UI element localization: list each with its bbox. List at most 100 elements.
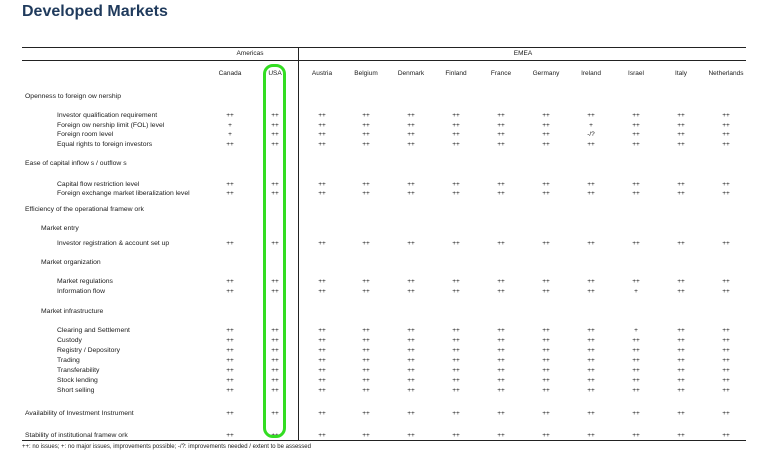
cell-netherlands: ++ xyxy=(722,240,730,247)
cell-denmark: ++ xyxy=(407,112,415,119)
cell-italy: ++ xyxy=(677,112,685,119)
section-label-efficiency-of-the-operational-framew-ork: Efficiency of the operational framew ork xyxy=(25,206,144,213)
cell-austria: ++ xyxy=(318,327,326,334)
column-header-usa: USA xyxy=(268,70,282,77)
cell-belgium: ++ xyxy=(362,141,370,148)
cell-usa: ++ xyxy=(271,357,279,364)
cell-netherlands: ++ xyxy=(722,377,730,384)
cell-netherlands: ++ xyxy=(722,122,730,129)
cell-finland: ++ xyxy=(452,141,460,148)
cell-canada: + xyxy=(228,131,232,138)
group-header-emea: EMEA xyxy=(513,50,533,57)
cell-canada: ++ xyxy=(226,141,234,148)
cell-ireland: ++ xyxy=(587,288,595,295)
cell-germany: ++ xyxy=(542,357,550,364)
cell-denmark: ++ xyxy=(407,122,415,129)
cell-austria: ++ xyxy=(318,112,326,119)
section-label-stability-of-institutional-framew-ork: Stability of institutional framew ork xyxy=(25,432,128,439)
cell-italy: ++ xyxy=(677,367,685,374)
cell-finland: ++ xyxy=(452,190,460,197)
cell-usa: ++ xyxy=(271,112,279,119)
cell-germany: ++ xyxy=(542,131,550,138)
cell-netherlands: ++ xyxy=(722,112,730,119)
cell-israel: ++ xyxy=(632,432,640,439)
cell-israel: ++ xyxy=(632,131,640,138)
cell-finland: ++ xyxy=(452,410,460,417)
cell-finland: ++ xyxy=(452,367,460,374)
cell-austria: ++ xyxy=(318,141,326,148)
cell-france: ++ xyxy=(497,387,505,394)
cell-belgium: ++ xyxy=(362,410,370,417)
column-header-denmark: Denmark xyxy=(397,70,425,77)
cell-usa: ++ xyxy=(271,122,279,129)
cell-finland: ++ xyxy=(452,131,460,138)
cell-belgium: ++ xyxy=(362,288,370,295)
cell-italy: ++ xyxy=(677,387,685,394)
cell-austria: ++ xyxy=(318,337,326,344)
cell-netherlands: ++ xyxy=(722,141,730,148)
cell-israel: ++ xyxy=(632,240,640,247)
cell-canada: ++ xyxy=(226,288,234,295)
row-label-custody: Custody xyxy=(57,337,82,344)
cell-ireland: ++ xyxy=(587,410,595,417)
cell-france: ++ xyxy=(497,377,505,384)
footnote: ++: no issues; +: no major issues, impro… xyxy=(22,444,311,450)
column-header-italy: Italy xyxy=(675,70,687,77)
cell-usa: ++ xyxy=(271,278,279,285)
cell-netherlands: ++ xyxy=(722,387,730,394)
column-header-canada: Canada xyxy=(218,70,242,77)
cell-italy: ++ xyxy=(677,190,685,197)
cell-israel: ++ xyxy=(632,122,640,129)
cell-finland: ++ xyxy=(452,377,460,384)
cell-belgium: ++ xyxy=(362,357,370,364)
cell-finland: ++ xyxy=(452,387,460,394)
section-label-openness-to-foreign-ow-nership: Openness to foreign ow nership xyxy=(25,93,121,100)
cell-israel: ++ xyxy=(632,278,640,285)
cell-canada: ++ xyxy=(226,190,234,197)
subsection-label-market-infrastructure: Market infrastructure xyxy=(41,308,104,315)
column-header-france: France xyxy=(490,70,512,77)
cell-france: ++ xyxy=(497,432,505,439)
cell-france: ++ xyxy=(497,190,505,197)
cell-belgium: ++ xyxy=(362,122,370,129)
cell-denmark: ++ xyxy=(407,377,415,384)
cell-finland: ++ xyxy=(452,278,460,285)
cell-denmark: ++ xyxy=(407,432,415,439)
cell-italy: ++ xyxy=(677,347,685,354)
cell-ireland: ++ xyxy=(587,357,595,364)
cell-israel: ++ xyxy=(632,181,640,188)
cell-ireland: ++ xyxy=(587,112,595,119)
cell-ireland: ++ xyxy=(587,141,595,148)
cell-belgium: ++ xyxy=(362,347,370,354)
cell-usa: ++ xyxy=(271,387,279,394)
cell-france: ++ xyxy=(497,240,505,247)
cell-germany: ++ xyxy=(542,387,550,394)
cell-canada: ++ xyxy=(226,337,234,344)
cell-italy: ++ xyxy=(677,141,685,148)
cell-belgium: ++ xyxy=(362,112,370,119)
cell-france: ++ xyxy=(497,327,505,334)
cell-france: ++ xyxy=(497,357,505,364)
cell-israel: + xyxy=(634,288,638,295)
cell-belgium: ++ xyxy=(362,337,370,344)
cell-austria: ++ xyxy=(318,181,326,188)
cell-austria: ++ xyxy=(318,432,326,439)
cell-canada: ++ xyxy=(226,367,234,374)
cell-italy: ++ xyxy=(677,337,685,344)
cell-france: ++ xyxy=(497,181,505,188)
row-label-equal-rights-to-foreign-investors: Equal rights to foreign investors xyxy=(57,141,153,148)
cell-belgium: ++ xyxy=(362,240,370,247)
cell-denmark: ++ xyxy=(407,141,415,148)
column-header-ireland: Ireland xyxy=(581,70,601,77)
cell-ireland: ++ xyxy=(587,278,595,285)
table-bottom-rule xyxy=(22,440,746,441)
cell-france: ++ xyxy=(497,122,505,129)
cell-austria: ++ xyxy=(318,410,326,417)
section-label-ease-of-capital-inflow-s-outflow-s: Ease of capital inflow s / outflow s xyxy=(25,160,127,167)
cell-austria: ++ xyxy=(318,357,326,364)
column-header-belgium: Belgium xyxy=(354,70,378,77)
cell-canada: + xyxy=(228,122,232,129)
cell-israel: ++ xyxy=(632,190,640,197)
cell-belgium: ++ xyxy=(362,131,370,138)
cell-germany: ++ xyxy=(542,377,550,384)
